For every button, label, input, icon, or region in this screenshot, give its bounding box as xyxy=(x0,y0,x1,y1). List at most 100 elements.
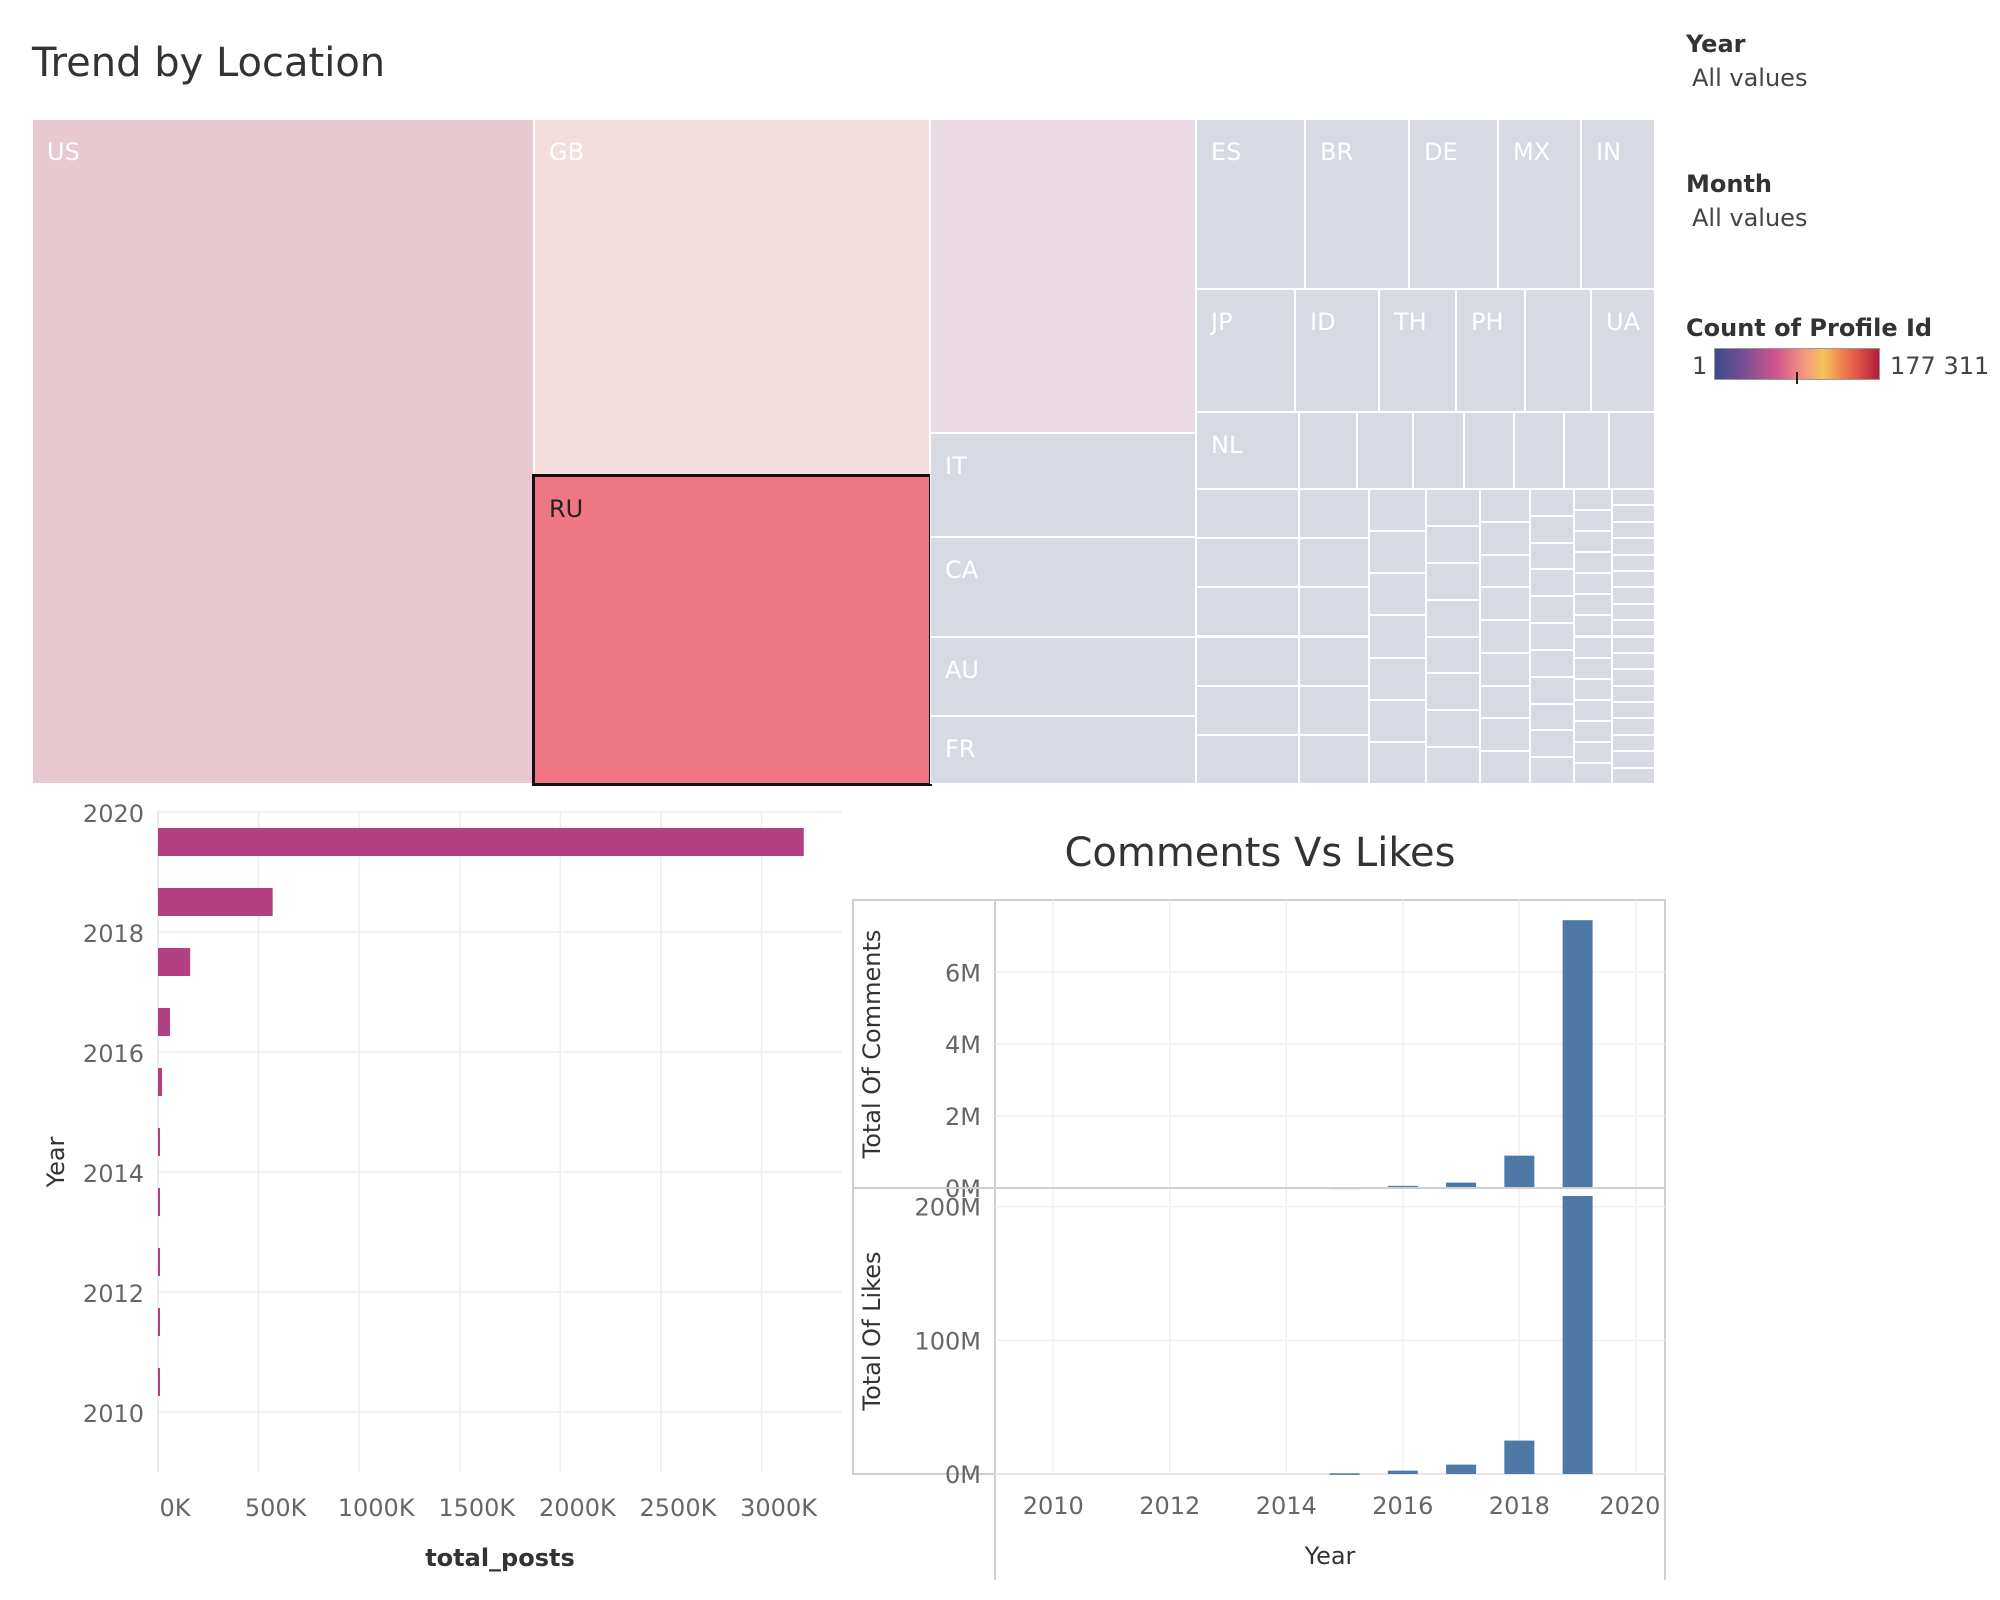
treemap-cell-small[interactable] xyxy=(1574,489,1612,511)
treemap-cell-small[interactable] xyxy=(1480,718,1530,752)
treemap-cell-small[interactable] xyxy=(1196,734,1299,784)
treemap-cell-small[interactable] xyxy=(1609,412,1655,489)
treemap-cell-small[interactable] xyxy=(1530,676,1574,704)
treemap-cell-br[interactable]: BR xyxy=(1305,119,1409,289)
treemap-cell-small[interactable] xyxy=(1530,757,1574,784)
treemap-cell-small[interactable] xyxy=(1564,412,1609,489)
treemap-cell-small[interactable] xyxy=(1426,636,1480,674)
treemap-cell-small[interactable] xyxy=(1369,657,1426,700)
treemap-cell-nl[interactable]: NL xyxy=(1196,412,1299,489)
treemap-cell-small[interactable] xyxy=(1574,615,1612,637)
treemap-cell-small[interactable] xyxy=(1612,587,1655,604)
treemap-cell-small[interactable] xyxy=(1299,538,1369,588)
treemap-cell-small[interactable] xyxy=(1530,542,1574,570)
treemap-cell-ph[interactable]: PH xyxy=(1456,289,1525,412)
treemap-cell-small[interactable] xyxy=(1196,685,1299,735)
treemap-cell-small[interactable] xyxy=(1426,562,1480,600)
treemap-cell-small[interactable] xyxy=(1574,699,1612,721)
treemap-cell-us[interactable]: US xyxy=(32,119,534,784)
treemap-cell-es[interactable]: ES xyxy=(1196,119,1305,289)
treemap-cell-small[interactable] xyxy=(1480,751,1530,784)
treemap-cell-small[interactable] xyxy=(1612,767,1655,784)
treemap-cell-unlabeled-17[interactable] xyxy=(1525,289,1591,412)
treemap-cell-in[interactable]: IN xyxy=(1581,119,1655,289)
treemap-cell-small[interactable] xyxy=(1426,747,1480,784)
treemap-cell-small[interactable] xyxy=(1480,620,1530,653)
treemap-cell-small[interactable] xyxy=(1612,538,1655,555)
treemap-cell-small[interactable] xyxy=(1574,510,1612,532)
treemap-cell-small[interactable] xyxy=(1612,734,1655,752)
treemap-cell-ru[interactable]: RU xyxy=(532,474,932,786)
treemap-cell-small[interactable] xyxy=(1612,636,1655,653)
treemap-cell-small[interactable] xyxy=(1426,525,1480,563)
treemap-cell-small[interactable] xyxy=(1426,599,1480,637)
treemap-cell-small[interactable] xyxy=(1612,554,1655,571)
treemap-cell-small[interactable] xyxy=(1426,489,1480,526)
treemap-cell-small[interactable] xyxy=(1574,594,1612,616)
treemap-cell-small[interactable] xyxy=(1369,573,1426,616)
treemap-cell-small[interactable] xyxy=(1514,412,1564,489)
treemap-cell-small[interactable] xyxy=(1196,538,1299,588)
treemap-cell-small[interactable] xyxy=(1369,531,1426,574)
treemap-cell-fr[interactable]: FR xyxy=(930,716,1196,784)
treemap-cell-small[interactable] xyxy=(1612,669,1655,686)
treemap-cell-small[interactable] xyxy=(1612,685,1655,703)
treemap-cell-small[interactable] xyxy=(1530,569,1574,597)
treemap-cell-small[interactable] xyxy=(1530,596,1574,624)
treemap-cell-small[interactable] xyxy=(1612,620,1655,637)
treemap-cell-small[interactable] xyxy=(1299,489,1369,539)
treemap-cell-small[interactable] xyxy=(1612,603,1655,621)
treemap-cell-small[interactable] xyxy=(1426,710,1480,748)
treemap-cell-ua[interactable]: UA xyxy=(1591,289,1655,412)
treemap-cell-small[interactable] xyxy=(1530,515,1574,543)
treemap-cell-small[interactable] xyxy=(1574,636,1612,658)
treemap-cell-small[interactable] xyxy=(1480,685,1530,719)
treemap-cell-small[interactable] xyxy=(1426,673,1480,711)
treemap-cell-small[interactable] xyxy=(1369,699,1426,742)
treemap-cell-it[interactable]: IT xyxy=(930,433,1196,537)
treemap-cell-small[interactable] xyxy=(1612,751,1655,768)
treemap-cell-small[interactable] xyxy=(1480,587,1530,621)
treemap-cell-small[interactable] xyxy=(1612,652,1655,670)
treemap-cell-small[interactable] xyxy=(1369,741,1426,784)
treemap-cell-de[interactable]: DE xyxy=(1409,119,1498,289)
treemap-cell-small[interactable] xyxy=(1574,762,1612,784)
treemap-cell-small[interactable] xyxy=(1574,678,1612,700)
treemap-cell-small[interactable] xyxy=(1574,531,1612,553)
treemap-cell-small[interactable] xyxy=(1480,489,1530,522)
treemap-cell-small[interactable] xyxy=(1196,587,1299,637)
treemap-cell-small[interactable] xyxy=(1612,702,1655,719)
treemap-cell-small[interactable] xyxy=(1480,521,1530,555)
treemap-cell-small[interactable] xyxy=(1369,615,1426,658)
treemap-cell-small[interactable] xyxy=(1612,505,1655,522)
treemap-cell-small[interactable] xyxy=(1530,730,1574,758)
treemap-cell-small[interactable] xyxy=(1299,636,1369,686)
treemap-cell-mx[interactable]: MX xyxy=(1498,119,1581,289)
treemap-cell-small[interactable] xyxy=(1574,741,1612,763)
treemap-cell-id[interactable]: ID xyxy=(1295,289,1379,412)
treemap-cell-small[interactable] xyxy=(1530,489,1574,516)
treemap-cell-small[interactable] xyxy=(1480,554,1530,588)
treemap-cell-small[interactable] xyxy=(1574,552,1612,574)
treemap-cell-small[interactable] xyxy=(1612,489,1655,506)
treemap-cell-small[interactable] xyxy=(1530,649,1574,677)
treemap-cell-small[interactable] xyxy=(1574,657,1612,679)
treemap-cell-small[interactable] xyxy=(1612,570,1655,588)
treemap-cell-small[interactable] xyxy=(1369,489,1426,532)
treemap-cell-small[interactable] xyxy=(1574,720,1612,742)
treemap-cell-th[interactable]: TH xyxy=(1379,289,1456,412)
treemap-cell-gb[interactable]: GB xyxy=(534,119,930,476)
month-filter-value[interactable]: All values xyxy=(1692,204,1808,232)
treemap-cell-ca[interactable]: CA xyxy=(930,537,1196,637)
treemap-cell-small[interactable] xyxy=(1574,573,1612,595)
treemap-cell-small[interactable] xyxy=(1357,412,1413,489)
treemap-cell-small[interactable] xyxy=(1612,718,1655,735)
location-treemap[interactable]: US GB RU IT CA AU FR ES BR DE MX IN JP ID TH PH UA NL xyxy=(32,119,1655,786)
treemap-cell-jp[interactable]: JP xyxy=(1196,289,1295,412)
year-filter-value[interactable]: All values xyxy=(1692,64,1808,92)
treemap-cell-small[interactable] xyxy=(1530,703,1574,731)
treemap-cell-small[interactable] xyxy=(1299,734,1369,784)
treemap-cell-small[interactable] xyxy=(1196,489,1299,539)
treemap-cell-small[interactable] xyxy=(1299,412,1357,489)
treemap-cell-small[interactable] xyxy=(1464,412,1514,489)
